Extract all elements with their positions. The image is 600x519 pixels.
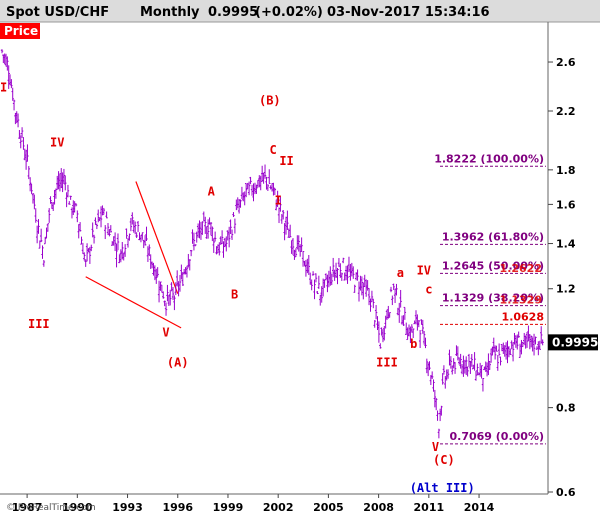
fib-label: 1.3962 (61.80%) — [442, 230, 544, 243]
chart-header-period: Monthly — [140, 5, 200, 20]
wave-label: II — [279, 154, 293, 168]
wave-label: I — [0, 81, 7, 95]
wave-label: b — [410, 337, 417, 351]
wave-label: c — [425, 283, 432, 297]
price-tag-bg — [0, 23, 40, 39]
x-tick-label: 1999 — [213, 501, 244, 514]
price-series — [0, 49, 544, 439]
trendlines — [85, 181, 182, 329]
y-tick-label: 2.6 — [556, 56, 576, 69]
y-tick-label: 1.4 — [556, 238, 576, 251]
x-tick-label: 2014 — [464, 501, 495, 514]
y-tick-label: 1.6 — [556, 198, 576, 211]
chart-header-symbol: Spot USD/CHF — [6, 5, 109, 20]
y-tick-label: 1.8 — [556, 164, 576, 177]
y-tick-label: 2.2 — [556, 105, 576, 118]
y-tick-label: 0.6 — [556, 486, 576, 499]
trendline — [85, 276, 182, 329]
wave-label: C — [270, 143, 277, 157]
x-tick-label: 1987 — [12, 501, 43, 514]
watermark: © ProRealTime.com — [6, 503, 96, 513]
wave-label: III — [376, 356, 398, 370]
fib-overlap-label: 1.2622 — [500, 262, 542, 275]
x-tick-label: 1993 — [112, 501, 143, 514]
x-tick-label: 2011 — [414, 501, 445, 514]
last-price-tag-bg — [548, 334, 598, 351]
fib-label: 1.8222 (100.00%) — [434, 152, 544, 165]
y-axis-ticks: 2.6 2.2 1.8 1.6 1.4 1.2 0.8 0.6 — [548, 56, 576, 499]
wave-label: a — [397, 266, 404, 280]
trendline — [135, 181, 179, 294]
x-axis-ticks: 1987 1990 1993 1996 1999 2002 2005 2008 2011 2014 — [12, 494, 495, 514]
x-tick-label: 2005 — [313, 501, 344, 514]
fib-label: 1.1329 (38.20%) — [442, 292, 544, 305]
wave-label: V — [162, 325, 169, 339]
wave-label: B — [231, 288, 238, 302]
wave-label: V — [432, 440, 439, 454]
wave-label: (Alt III) — [410, 481, 475, 495]
wave-label: A — [208, 184, 216, 198]
wave-label: I — [275, 193, 282, 207]
x-tick-label: 2002 — [263, 501, 294, 514]
last-price-tag: 0.9995 — [548, 334, 598, 351]
wave-label: (A) — [167, 356, 189, 370]
y-tick-label: 0.8 — [556, 402, 576, 415]
fibonacci-levels: 1.8222 (100.00%) 1.3962 (61.80%) 1.2645 (5… — [434, 152, 546, 445]
y-tick-label: 1.2 — [556, 283, 576, 296]
wave-label: III — [28, 317, 50, 331]
price-tag: Price — [4, 24, 38, 38]
header-bar — [0, 0, 600, 22]
fib-label: 0.7069 (0.00%) — [450, 430, 545, 443]
fib-overlap-label: 1.1329 — [500, 294, 542, 307]
wave-label: (C) — [433, 453, 455, 467]
wave-label: IV — [50, 135, 64, 149]
wave-label: (B) — [259, 93, 281, 107]
x-tick-label: 1996 — [162, 501, 193, 514]
last-price-tag-label: 0.9995 — [552, 335, 598, 349]
x-tick-label: 2008 — [363, 501, 394, 514]
chart-header-datetime: 03-Nov-2017 15:34:16 — [327, 5, 490, 20]
wave-label: IV — [417, 263, 431, 277]
fib-label: 1.2645 (50.00%) — [442, 259, 544, 272]
chart-header-change: (+0.02%) — [255, 5, 323, 20]
x-tick-label: 1990 — [62, 501, 93, 514]
chart-header-last-price: 0.9995 — [208, 5, 258, 20]
fib-label: 1.0628 — [502, 310, 544, 323]
